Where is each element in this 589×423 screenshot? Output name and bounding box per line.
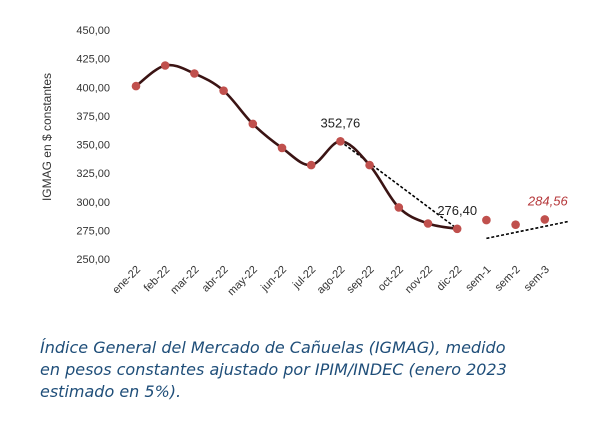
series-line — [135, 63, 458, 231]
data-point — [306, 160, 316, 170]
data-label: 284,56 — [527, 193, 569, 208]
x-tick-label: jun-22 — [258, 264, 289, 295]
trendlines — [339, 140, 570, 240]
data-point — [248, 119, 258, 129]
chart-caption: Índice General del Mercado de Cañuelas (… — [40, 337, 560, 403]
data-point — [394, 203, 404, 212]
y-axis-ticks: 250,00 275,00 300,00 325,00 350,00 375,00 400,… — [76, 25, 110, 266]
x-tick-label: sem-3 — [522, 264, 552, 294]
x-tick-label: oct-22 — [376, 264, 406, 294]
data-point — [482, 215, 491, 225]
caption-line-2: en pesos constantes ajustado por IPIM/IN… — [40, 360, 507, 379]
data-point — [511, 220, 520, 229]
caption-line-3: estimado en 5%). — [40, 382, 182, 401]
x-tick-label: nov-22 — [403, 264, 435, 296]
data-point — [423, 219, 433, 228]
y-tick-label: 350,00 — [76, 140, 110, 152]
x-tick-label: sem-1 — [463, 264, 493, 294]
data-point — [190, 69, 199, 78]
data-point — [277, 143, 287, 153]
data-label: 352,76 — [321, 115, 361, 130]
data-label: 276,40 — [437, 203, 477, 218]
x-tick-label: ene-22 — [110, 264, 143, 297]
y-tick-label: 400,00 — [76, 82, 110, 94]
x-tick-label: may-22 — [225, 264, 259, 298]
data-point — [131, 81, 141, 91]
data-point — [336, 137, 345, 146]
data-point — [219, 86, 228, 95]
x-tick-label: sep-22 — [344, 264, 376, 296]
y-tick-label: 425,00 — [76, 54, 110, 66]
x-tick-label: feb-22 — [142, 264, 173, 295]
data-point — [540, 215, 550, 224]
data-labels: 352,76 276,40 284,56 — [321, 115, 569, 217]
data-points — [131, 61, 550, 234]
y-tick-label: 300,00 — [76, 197, 110, 209]
y-tick-label: 325,00 — [76, 168, 110, 180]
y-tick-label: 450,00 — [76, 25, 110, 37]
series-lines — [135, 63, 458, 231]
x-tick-label: sem-2 — [493, 264, 523, 294]
data-point — [452, 224, 462, 234]
trendline — [486, 220, 570, 240]
igmag-line-chart: IGMAG en $ constantes 250,00 275,00 300,00… — [40, 25, 570, 298]
y-tick-label: 275,00 — [76, 225, 110, 237]
trendline — [339, 140, 458, 230]
caption-line-1: Índice General del Mercado de Cañuelas (… — [40, 338, 506, 357]
y-axis-label: IGMAG en $ constantes — [40, 73, 54, 201]
x-tick-label: dic-22 — [435, 264, 465, 294]
y-tick-label: 250,00 — [76, 254, 110, 266]
data-point — [160, 61, 170, 70]
x-tick-label: mar-22 — [168, 264, 201, 297]
data-point — [365, 160, 374, 170]
x-tick-label: ago-22 — [315, 264, 348, 297]
y-tick-label: 375,00 — [76, 111, 110, 123]
